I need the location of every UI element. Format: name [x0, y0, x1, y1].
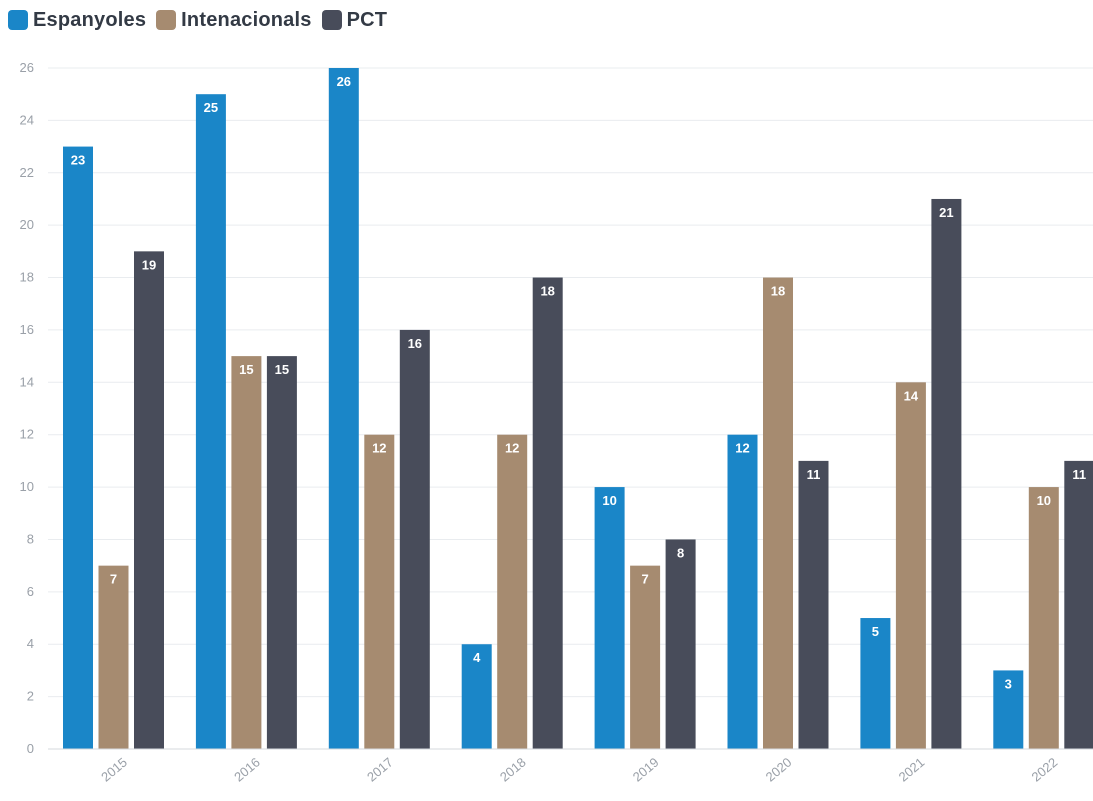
bar-espanyoles-2019[interactable]	[594, 487, 625, 749]
bar-value-label: 3	[1005, 676, 1012, 691]
legend-swatch-pct	[321, 10, 342, 30]
bar-value-label: 21	[939, 205, 953, 220]
y-tick-label: 6	[27, 584, 34, 599]
bar-value-label: 14	[904, 388, 919, 403]
y-tick-label: 10	[20, 479, 34, 494]
bars: 23 7 19 25 15 15 26 12 16 4 12 18 10 7 8 12 18 11 5 14 21 3 10…	[63, 68, 1093, 750]
legend-swatch-intenacionals	[156, 10, 177, 30]
x-tick-label: 2022	[1029, 755, 1061, 785]
x-tick-label: 2021	[896, 755, 928, 785]
bar-pct-2022[interactable]	[1064, 460, 1093, 749]
bar-intenacionals-2021[interactable]	[895, 382, 926, 749]
bar-espanyoles-2016[interactable]	[195, 94, 226, 749]
x-tick-label: 2016	[231, 755, 263, 785]
bar-value-label: 26	[337, 74, 351, 89]
bar-pct-2017[interactable]	[399, 329, 430, 749]
legend-item-intenacionals[interactable]: Intenacionals	[156, 9, 311, 32]
bar-pct-2020[interactable]	[798, 460, 829, 749]
bar-value-label: 19	[142, 257, 156, 272]
y-tick-label: 16	[20, 322, 34, 337]
y-tick-label: 24	[20, 112, 34, 127]
y-tick-label: 14	[20, 374, 34, 389]
bar-pct-2018[interactable]	[532, 277, 563, 749]
bar-value-label: 7	[110, 572, 117, 587]
bar-value-label: 10	[1037, 493, 1051, 508]
legend-swatch-espanyoles	[8, 10, 28, 30]
bar-espanyoles-2017[interactable]	[328, 68, 359, 749]
bar-value-label: 23	[71, 153, 85, 168]
bar-value-label: 18	[540, 284, 554, 299]
bar-pct-2016[interactable]	[266, 356, 297, 749]
x-tick-label: 2015	[98, 755, 130, 785]
bar-intenacionals-2022[interactable]	[1028, 487, 1059, 749]
bar-intenacionals-2020[interactable]	[763, 277, 793, 749]
bar-value-label: 16	[408, 336, 422, 351]
y-tick-label: 26	[20, 60, 34, 75]
x-tick-label: 2020	[763, 755, 795, 785]
bar-value-label: 11	[1072, 467, 1086, 482]
bar-espanyoles-2022[interactable]	[993, 670, 1024, 749]
bar-intenacionals-2018[interactable]	[497, 434, 528, 749]
bar-value-label: 15	[275, 362, 289, 377]
bar-pct-2019[interactable]	[665, 539, 696, 749]
y-tick-label: 22	[20, 165, 34, 180]
y-tick-label: 4	[27, 636, 34, 651]
x-tick-label: 2017	[364, 755, 396, 785]
bar-value-label: 12	[735, 441, 749, 456]
bar-value-label: 11	[807, 467, 821, 482]
y-tick-label: 0	[27, 741, 34, 756]
bar-pct-2015[interactable]	[134, 251, 164, 749]
bar-value-label: 10	[602, 493, 616, 508]
bar-espanyoles-2015[interactable]	[63, 146, 93, 750]
legend-label-pct: PCT	[346, 8, 388, 31]
chart-legend: Espanyoles Intenacionals PCT	[8, 6, 387, 34]
legend-label-espanyoles: Espanyoles	[33, 8, 147, 31]
legend-item-pct[interactable]: PCT	[321, 8, 388, 32]
bar-value-label: 7	[641, 572, 648, 587]
bar-intenacionals-2019[interactable]	[630, 565, 661, 749]
bar-espanyoles-2018[interactable]	[461, 644, 492, 749]
bar-espanyoles-2020[interactable]	[727, 434, 758, 749]
bar-value-label: 18	[771, 284, 785, 299]
y-tick-label: 12	[20, 427, 34, 442]
y-tick-label: 20	[20, 217, 34, 232]
bar-value-label: 5	[872, 624, 879, 639]
y-tick-label: 2	[27, 689, 34, 704]
bar-value-label: 12	[372, 441, 386, 456]
bar-pct-2021[interactable]	[931, 198, 962, 749]
bar-intenacionals-2016[interactable]	[231, 356, 262, 749]
legend-label-intenacionals: Intenacionals	[181, 8, 312, 31]
bar-intenacionals-2017[interactable]	[364, 434, 395, 749]
x-tick-label: 2019	[630, 755, 662, 785]
y-tick-label: 8	[27, 531, 34, 546]
x-axis: 2015 2016 2017 2018 2019 2020 2021 2022	[48, 748, 1093, 785]
legend-item-espanyoles[interactable]: Espanyoles	[8, 9, 146, 32]
bar-intenacionals-2015[interactable]	[98, 565, 129, 749]
bar-value-label: 8	[677, 545, 684, 560]
y-tick-label: 18	[20, 270, 34, 285]
bar-value-label: 12	[505, 441, 519, 456]
bar-value-label: 25	[204, 100, 218, 115]
bar-value-label: 4	[473, 650, 481, 665]
bar-value-label: 15	[239, 362, 253, 377]
bar-espanyoles-2021[interactable]	[860, 618, 891, 749]
x-tick-label: 2018	[497, 755, 529, 785]
